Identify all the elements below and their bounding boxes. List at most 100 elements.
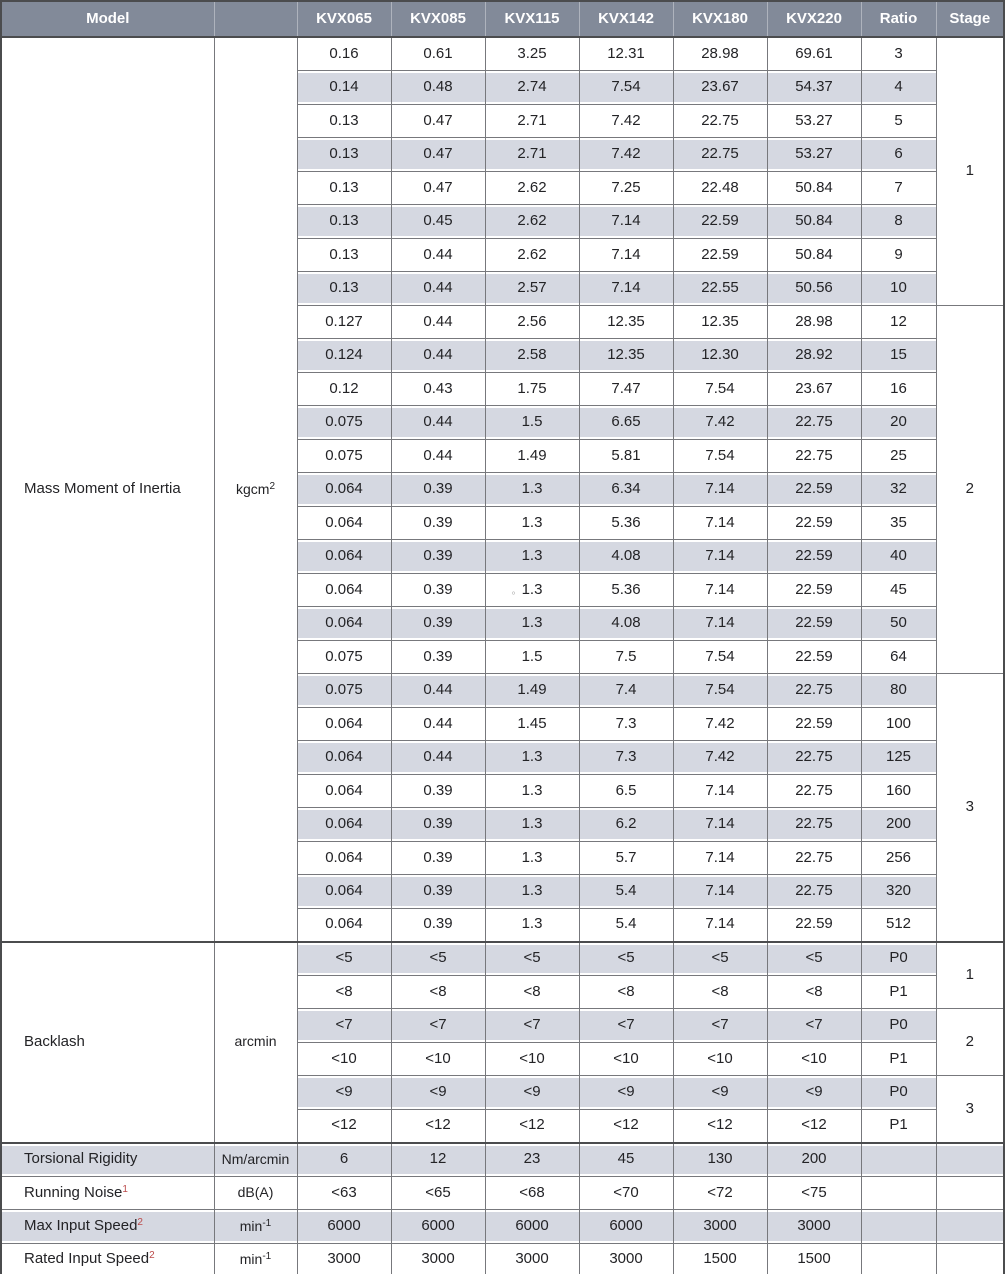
ratio-cell: 35 <box>860 505 937 540</box>
value-cell: <8 <box>766 974 862 1009</box>
row-label-cell: Rated Input Speed2 <box>0 1242 215 1274</box>
value-cell: 7.54 <box>578 70 674 105</box>
value-cell: 7.42 <box>672 405 768 440</box>
value-cell: 7.14 <box>672 840 768 875</box>
ratio-cell: 100 <box>860 706 937 741</box>
table-row: 0.064 0.39 1.3 4.08 7.14 22.59 50 <box>1 606 1004 641</box>
column-header-unit <box>213 1 298 38</box>
value-cell: 0.44 <box>390 706 486 741</box>
ratio-cell: P1 <box>860 974 937 1009</box>
value-cell: 0.075 <box>296 438 392 473</box>
value-cell: <12 <box>390 1108 486 1143</box>
table-header: Model KVX065 KVX085 KVX115 KVX142 KVX180 KVX22… <box>0 1 1005 38</box>
value-cell: <12 <box>578 1108 674 1143</box>
value-cell: <5 <box>672 940 768 976</box>
value-cell: 0.48 <box>390 70 486 105</box>
column-header-kvx085: KVX085 <box>390 1 486 38</box>
value-cell: 0.44 <box>390 237 486 272</box>
value-cell: 2.58 <box>484 338 580 373</box>
value-cell: 12.30 <box>672 338 768 373</box>
value-cell: 22.59 <box>766 639 862 674</box>
value-cell: 7.54 <box>672 438 768 473</box>
ratio-cell: 160 <box>860 773 937 808</box>
value-cell: 6000 <box>390 1209 486 1244</box>
ratio-cell: P0 <box>860 1008 937 1043</box>
value-cell: 7.5 <box>578 639 674 674</box>
value-cell: 22.75 <box>766 405 862 440</box>
value-cell: <8 <box>578 974 674 1009</box>
value-cell: 130 <box>672 1141 768 1177</box>
value-cell: <8 <box>296 974 392 1009</box>
value-cell: 22.75 <box>766 438 862 473</box>
value-cell: 7.14 <box>672 572 768 607</box>
ratio-cell: 12 <box>860 304 937 339</box>
value-cell: <9 <box>484 1075 580 1110</box>
value-cell: 23.67 <box>766 371 862 406</box>
ratio-cell: 320 <box>860 874 937 909</box>
value-cell: 50.56 <box>766 271 862 306</box>
value-cell: 7.47 <box>578 371 674 406</box>
stage-cell: 2 <box>935 304 1005 674</box>
value-cell: 22.59 <box>766 472 862 507</box>
value-cell: <9 <box>766 1075 862 1110</box>
value-cell: 45 <box>578 1141 674 1177</box>
value-cell: <7 <box>484 1008 580 1043</box>
table-row: Max Input Speed2 min-1 6000 6000 6000 6000 300… <box>0 1209 1005 1244</box>
value-cell: 0.43 <box>390 371 486 406</box>
value-cell: 3000 <box>484 1242 580 1274</box>
value-cell: 0.39 <box>390 639 486 674</box>
table-row: <9 <9 <9 <9 <9 <9 P0 3 <box>1 1075 1005 1143</box>
table-row: Torsional Rigidity Nm/arcmin 6 12 23 45 130 200 <box>0 1141 1005 1177</box>
value-cell: 7.54 <box>672 673 768 708</box>
value-cell: 0.13 <box>296 137 392 172</box>
ratio-cell: 32 <box>860 472 937 507</box>
value-cell: 2.56 <box>484 304 580 339</box>
value-cell: 2.62 <box>484 170 580 205</box>
value-cell: <5 <box>484 940 580 976</box>
value-cell: <8 <box>484 974 580 1009</box>
value-cell: <10 <box>484 1041 580 1076</box>
value-cell: 5.4 <box>578 907 674 942</box>
unit-cell: Nm/arcmin <box>213 1141 298 1177</box>
value-cell: <65 <box>390 1175 486 1210</box>
value-cell: 1.45 <box>484 706 580 741</box>
value-cell: 1.5 <box>484 639 580 674</box>
value-cell: 22.75 <box>766 807 862 842</box>
value-cell: 7.14 <box>578 237 674 272</box>
ratio-cell: 40 <box>860 539 937 574</box>
value-cell: 0.064 <box>296 539 392 574</box>
value-cell: 23.67 <box>672 70 768 105</box>
value-cell: 0.16 <box>296 36 392 71</box>
value-cell: 0.075 <box>296 673 392 708</box>
value-cell: 22.59 <box>766 706 862 741</box>
value-cell: <7 <box>766 1008 862 1043</box>
stage-cell: 1 <box>935 940 1005 1009</box>
value-cell: <5 <box>578 940 674 976</box>
table-row: <8 <8 <8 <8 <8 <8 P1 <box>1 974 1004 1009</box>
table-row: 0.13 0.45 2.62 7.14 22.59 50.84 8 <box>1 204 1004 239</box>
value-cell: 0.075 <box>296 405 392 440</box>
ratio-cell: 50 <box>860 606 937 641</box>
value-cell: <7 <box>578 1008 674 1043</box>
value-cell: 53.27 <box>766 103 862 138</box>
ratio-cell: 45 <box>860 572 937 607</box>
value-cell: <8 <box>672 974 768 1009</box>
value-cell: 50.84 <box>766 204 862 239</box>
ratio-cell: 20 <box>860 405 937 440</box>
value-cell: <10 <box>672 1041 768 1076</box>
value-cell: 3000 <box>672 1209 768 1244</box>
table-row: 0.064 0.39 1.3 ° 5.36 7.14 22.59 45 <box>1 572 1004 607</box>
table-row: 0.075 0.44 1.49 7.4 7.54 22.75 80 3 <box>1 673 1005 942</box>
value-cell: 7.42 <box>672 740 768 775</box>
table-row: 0.13 0.44 2.62 7.14 22.59 50.84 9 <box>1 237 1004 272</box>
column-header-model: Model <box>0 1 215 38</box>
value-cell: 0.13 <box>296 271 392 306</box>
value-cell: 0.064 <box>296 874 392 909</box>
stage-cell: 3 <box>935 673 1005 942</box>
value-cell: 5.4 <box>578 874 674 909</box>
value-cell: 0.12 <box>296 371 392 406</box>
value-cell: 22.75 <box>672 103 768 138</box>
value-cell: 0.39 <box>390 840 486 875</box>
value-cell: 12.35 <box>578 338 674 373</box>
